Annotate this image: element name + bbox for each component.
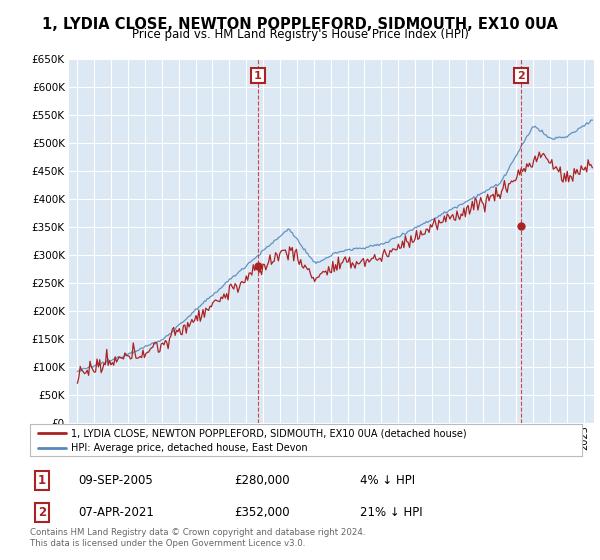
- Text: 07-APR-2021: 07-APR-2021: [78, 506, 154, 519]
- Text: £352,000: £352,000: [234, 506, 290, 519]
- Text: 1, LYDIA CLOSE, NEWTON POPPLEFORD, SIDMOUTH, EX10 0UA: 1, LYDIA CLOSE, NEWTON POPPLEFORD, SIDMO…: [42, 17, 558, 32]
- Text: Contains HM Land Registry data © Crown copyright and database right 2024.
This d: Contains HM Land Registry data © Crown c…: [30, 528, 365, 548]
- Text: 21% ↓ HPI: 21% ↓ HPI: [360, 506, 422, 519]
- Text: 1, LYDIA CLOSE, NEWTON POPPLEFORD, SIDMOUTH, EX10 0UA (detached house): 1, LYDIA CLOSE, NEWTON POPPLEFORD, SIDMO…: [71, 428, 467, 438]
- Text: 4% ↓ HPI: 4% ↓ HPI: [360, 474, 415, 487]
- Text: 1: 1: [254, 71, 262, 81]
- Text: HPI: Average price, detached house, East Devon: HPI: Average price, detached house, East…: [71, 444, 308, 453]
- Text: 1: 1: [38, 474, 46, 487]
- Text: 2: 2: [517, 71, 525, 81]
- Text: 09-SEP-2005: 09-SEP-2005: [78, 474, 153, 487]
- Text: 2: 2: [38, 506, 46, 519]
- Text: Price paid vs. HM Land Registry's House Price Index (HPI): Price paid vs. HM Land Registry's House …: [131, 28, 469, 41]
- Text: £280,000: £280,000: [234, 474, 290, 487]
